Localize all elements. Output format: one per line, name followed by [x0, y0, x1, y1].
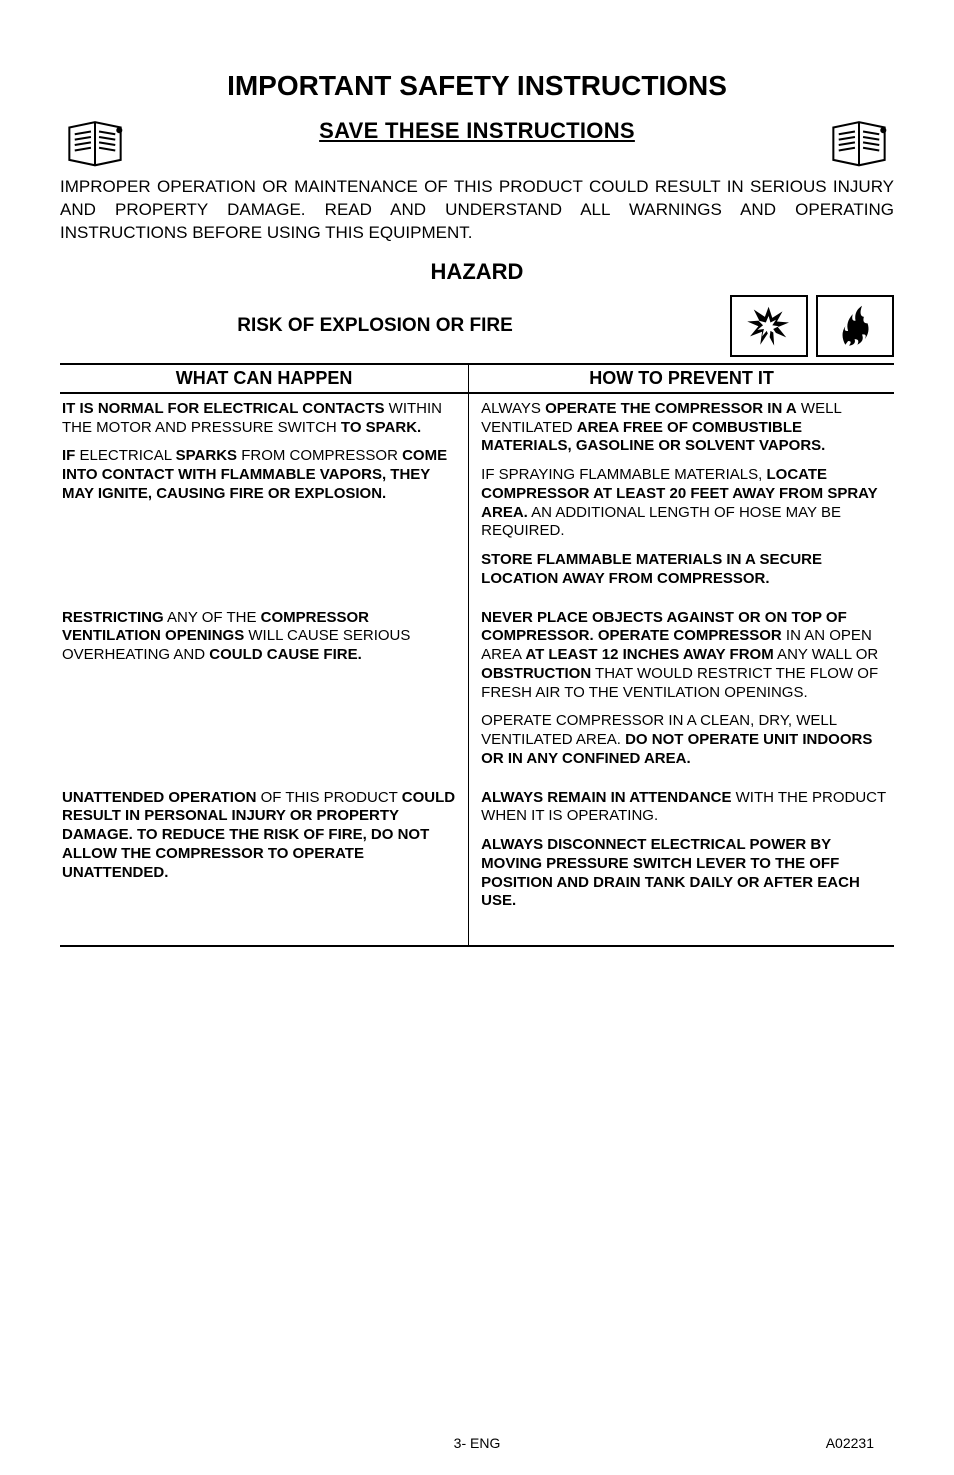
t: AT LEAST 12 INCHES AWAY FROM [525, 646, 773, 663]
left-cell-2: RESTRICTING ANY OF THE COMPRESSOR VENTIL… [60, 603, 469, 783]
sub-title: SAVE THESE INSTRUCTIONS [130, 118, 824, 144]
t: TO SPARK. [341, 419, 421, 436]
t: IF [62, 447, 75, 464]
hazard-heading: HAZARD [60, 259, 894, 285]
footer-center: 3- ENG [0, 1435, 954, 1451]
t: OBSTRUCTION [481, 665, 591, 682]
t: UNATTENDED OPERATION [62, 789, 256, 806]
explosion-icon [730, 295, 808, 357]
t: OPERATE THE COMPRESSOR IN A [545, 400, 797, 417]
t: SPARKS [176, 447, 237, 464]
main-title: IMPORTANT SAFETY INSTRUCTIONS [60, 70, 894, 102]
t: ANY OF THE [164, 609, 261, 626]
t: STORE FLAMMABLE MATERIALS IN A SECURE LO… [481, 551, 886, 589]
t: FROM COMPRESSOR [237, 447, 402, 464]
th-how: HOW TO PREVENT IT [469, 364, 894, 393]
t: AN ADDITIONAL LENGTH OF HOSE MAY BE REQU… [481, 504, 841, 540]
t: COULD CAUSE FIRE. [209, 646, 362, 663]
t: ALWAYS [481, 400, 545, 417]
t: IT IS NORMAL FOR ELECTRICAL CONTACTS [62, 400, 385, 417]
th-what: WHAT CAN HAPPEN [60, 364, 469, 393]
fire-icon [816, 295, 894, 357]
left-cell-3: UNATTENDED OPERATION OF THIS PRODUCT COU… [60, 783, 469, 947]
manual-icon-left [60, 114, 130, 168]
t: ANY WALL OR [774, 646, 878, 663]
risk-title: RISK OF EXPLOSION OR FIRE [60, 315, 730, 337]
t: ELECTRICAL [75, 447, 175, 464]
right-cell-3: ALWAYS REMAIN IN ATTENDANCE WITH THE PRO… [469, 783, 894, 947]
manual-icon-right [824, 114, 894, 168]
t: IF SPRAYING FLAMMABLE MATERIALS, [481, 466, 766, 483]
left-cell-1: IT IS NORMAL FOR ELECTRICAL CONTACTS WIT… [60, 393, 469, 603]
hazard-table: WHAT CAN HAPPEN HOW TO PREVENT IT IT IS … [60, 363, 894, 947]
hazard-icons [730, 295, 894, 357]
t: ALWAYS REMAIN IN ATTENDANCE [481, 789, 731, 806]
intro-paragraph: IMPROPER OPERATION OR MAINTENANCE OF THI… [60, 176, 894, 245]
t: OF THIS PRODUCT [256, 789, 401, 806]
right-cell-2: NEVER PLACE OBJECTS AGAINST OR ON TOP OF… [469, 603, 894, 783]
right-cell-1: ALWAYS OPERATE THE COMPRESSOR IN A WELL … [469, 393, 894, 603]
subtitle-row: SAVE THESE INSTRUCTIONS [60, 114, 894, 168]
risk-row: RISK OF EXPLOSION OR FIRE [60, 295, 894, 357]
footer: 3- ENG A02231 [0, 1435, 954, 1451]
t: RESTRICTING [62, 609, 164, 626]
t: ALWAYS DISCONNECT ELECTRICAL POWER BY MO… [481, 836, 886, 911]
